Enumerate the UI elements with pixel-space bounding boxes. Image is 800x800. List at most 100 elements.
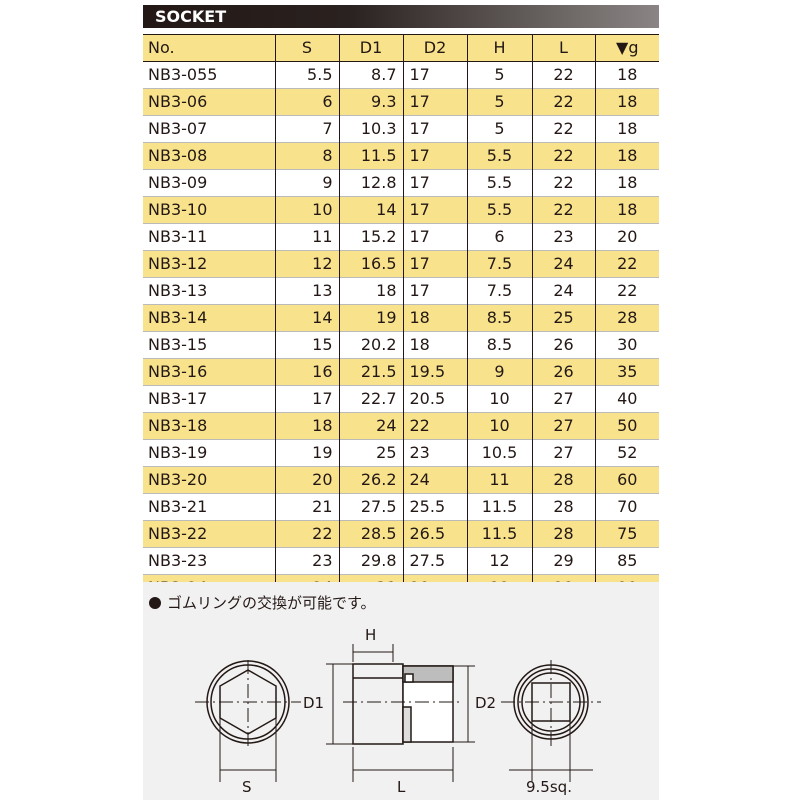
column-header: ▼g <box>594 34 659 62</box>
table-cell: 11.5 <box>466 493 532 521</box>
table-cell: 10.3 <box>338 115 403 143</box>
table-cell: 7 <box>274 115 339 143</box>
table-cell: 35 <box>594 358 659 386</box>
table-cell: 25 <box>531 304 595 332</box>
label-l: L <box>397 778 406 796</box>
table-cell: 19 <box>338 304 403 332</box>
table-cell: 5 <box>466 115 532 143</box>
table-header: No. S D1 D2 H L ▼g <box>143 34 659 62</box>
table-cell: 24 <box>338 412 403 440</box>
table-cell: 18 <box>338 277 403 305</box>
table-row: NB3-13 13 18 17 7.5 24 22 <box>143 277 659 305</box>
section-title: SOCKET <box>155 7 227 26</box>
table-cell: 29.8 <box>338 547 403 575</box>
column-header: No. <box>148 38 175 57</box>
table-cell: NB3-15 <box>148 335 208 354</box>
table-cell: NB3-06 <box>148 92 208 111</box>
table-cell: 27.5 <box>402 547 467 575</box>
table-cell: 28 <box>594 304 659 332</box>
bullet-icon <box>149 597 161 609</box>
table-cell: NB3-23 <box>148 551 208 570</box>
table-cell: 23 <box>274 547 339 575</box>
table-row: NB3-17 17 22.7 20.5 10 27 40 <box>143 385 659 413</box>
table-row: NB3-15 15 20.2 18 8.5 26 30 <box>143 331 659 359</box>
table-cell: NB3-07 <box>148 119 208 138</box>
table-cell: 22 <box>531 115 595 143</box>
table-cell: 28.5 <box>338 520 403 548</box>
table-cell: 8.5 <box>466 304 532 332</box>
table-cell: 14 <box>338 196 403 224</box>
table-cell: 18 <box>594 88 659 116</box>
table-cell: 8 <box>274 142 339 170</box>
table-cell: 17 <box>402 277 467 305</box>
table-row: NB3-18 18 24 22 10 27 50 <box>143 412 659 440</box>
table-cell: 18 <box>594 196 659 224</box>
table-cell: 22 <box>531 88 595 116</box>
table-cell: 19.5 <box>402 358 467 386</box>
table-row: NB3-07 7 10.3 17 5 22 18 <box>143 115 659 143</box>
rear-view-square: 9.5sq. <box>501 660 601 796</box>
label-d2: D2 <box>475 694 496 712</box>
table-cell: 17 <box>402 196 467 224</box>
table-cell: 26 <box>531 331 595 359</box>
table-cell: 21.5 <box>338 358 403 386</box>
table-cell: 28 <box>531 466 595 494</box>
table-row: NB3-23 23 29.8 27.5 12 29 85 <box>143 547 659 575</box>
table-row: NB3-055 5.5 8.7 17 5 22 18 <box>143 61 659 89</box>
table-cell: 10 <box>466 385 532 413</box>
table-cell: 26 <box>531 358 595 386</box>
table-cell: 8.5 <box>466 331 532 359</box>
table-cell: 17 <box>402 88 467 116</box>
table-cell: 27 <box>531 412 595 440</box>
table-cell: 22 <box>531 142 595 170</box>
label-h: H <box>365 626 376 644</box>
table-cell: 18 <box>402 304 467 332</box>
table-cell: 22 <box>531 169 595 197</box>
table-cell: 9.3 <box>338 88 403 116</box>
table-cell: 5 <box>466 61 532 89</box>
column-header: D2 <box>402 34 467 62</box>
column-header: S <box>274 34 339 62</box>
table-cell: 11.5 <box>466 520 532 548</box>
table-cell: 60 <box>594 466 659 494</box>
note-text: ゴムリングの交換が可能です。 <box>167 594 376 612</box>
table-cell: 24 <box>531 250 595 278</box>
table-cell: 8.7 <box>338 61 403 89</box>
table-cell: 18 <box>594 61 659 89</box>
table-cell: 52 <box>594 439 659 467</box>
table-cell: 40 <box>594 385 659 413</box>
table-cell: 6 <box>466 223 532 251</box>
table-cell: 25.5 <box>402 493 467 521</box>
table-cell: 16 <box>274 358 339 386</box>
table-cell: NB3-14 <box>148 308 208 327</box>
table-cell: 7.5 <box>466 277 532 305</box>
table-cell: 15 <box>274 331 339 359</box>
table-cell: 20.5 <box>402 385 467 413</box>
socket-diagram: S H D1 L D2 <box>195 626 601 796</box>
table-cell: 21 <box>274 493 339 521</box>
table-cell: 22 <box>531 196 595 224</box>
table-cell: 22 <box>274 520 339 548</box>
table-row: NB3-19 19 25 23 10.5 27 52 <box>143 439 659 467</box>
table-cell: NB3-13 <box>148 281 208 300</box>
table-cell: 17 <box>274 385 339 413</box>
table-cell: NB3-21 <box>148 497 208 516</box>
table-cell: 17 <box>402 61 467 89</box>
table-cell: 22 <box>402 412 467 440</box>
column-header: L <box>531 34 595 62</box>
table-cell: 11 <box>274 223 339 251</box>
table-cell: 22.7 <box>338 385 403 413</box>
table-cell: 12.8 <box>338 169 403 197</box>
table-cell: 22 <box>531 61 595 89</box>
table-cell: 11 <box>466 466 532 494</box>
table-cell: NB3-12 <box>148 254 208 273</box>
table-cell: 27.5 <box>338 493 403 521</box>
table-cell: 85 <box>594 547 659 575</box>
table-cell: 17 <box>402 115 467 143</box>
table-cell: 5.5 <box>466 142 532 170</box>
table-cell: 10 <box>274 196 339 224</box>
table-cell: NB3-17 <box>148 389 208 408</box>
table-cell: NB3-22 <box>148 524 208 543</box>
table-cell: 23 <box>531 223 595 251</box>
table-cell: 24 <box>402 466 467 494</box>
